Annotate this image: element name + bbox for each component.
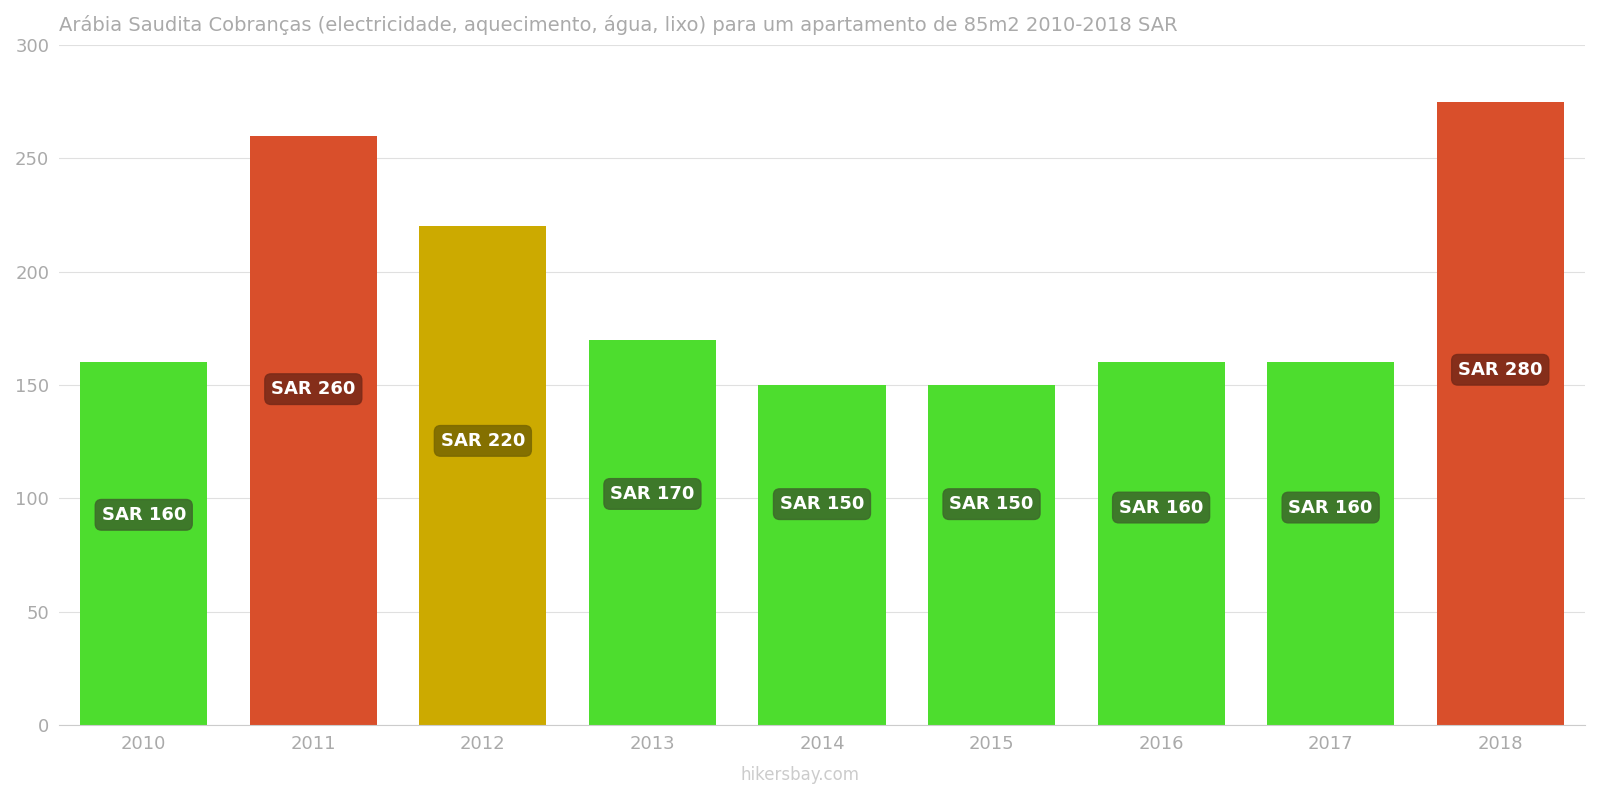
Text: SAR 280: SAR 280 bbox=[1458, 361, 1542, 378]
Bar bbox=[1267, 362, 1394, 726]
Text: Arábia Saudita Cobranças (electricidade, aquecimento, água, lixo) para um aparta: Arábia Saudita Cobranças (electricidade,… bbox=[59, 15, 1178, 35]
Bar bbox=[758, 385, 885, 726]
Text: hikersbay.com: hikersbay.com bbox=[741, 766, 859, 784]
Text: SAR 220: SAR 220 bbox=[440, 432, 525, 450]
Bar bbox=[928, 385, 1054, 726]
Bar bbox=[80, 362, 208, 726]
Text: SAR 150: SAR 150 bbox=[949, 495, 1034, 513]
Text: SAR 170: SAR 170 bbox=[610, 485, 694, 503]
Bar bbox=[1098, 362, 1224, 726]
Bar bbox=[1437, 102, 1563, 726]
Text: SAR 160: SAR 160 bbox=[101, 506, 186, 524]
Bar bbox=[419, 226, 547, 726]
Text: SAR 260: SAR 260 bbox=[270, 380, 355, 398]
Bar bbox=[250, 136, 378, 726]
Text: SAR 150: SAR 150 bbox=[779, 495, 864, 513]
Text: SAR 160: SAR 160 bbox=[1288, 498, 1373, 517]
Text: SAR 160: SAR 160 bbox=[1118, 498, 1203, 517]
Bar bbox=[589, 340, 717, 726]
